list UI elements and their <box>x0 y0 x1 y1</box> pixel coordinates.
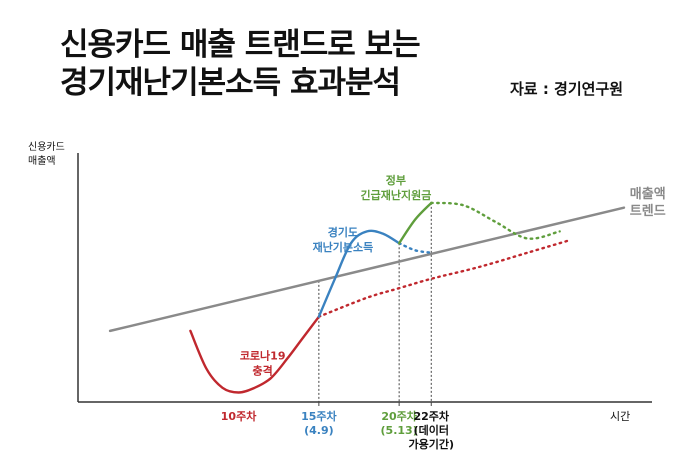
x-tick-label-2-line-2: (4.9) <box>304 424 334 437</box>
series-line-4 <box>317 229 401 318</box>
series-line-7 <box>430 201 561 240</box>
x-tick-label-4-line-1: 22주차 <box>413 409 449 423</box>
annotation-2-line-1: 경기도 <box>328 225 358 239</box>
annotation-4: 매출액 트렌드 <box>630 186 666 219</box>
title-line-1: 신용카드 매출 트랜드로 보는 <box>60 27 421 63</box>
source-label: 자료 : 경기연구원 <box>510 80 624 98</box>
x-tick-label-4: 22주차 (데이터 가용기간) <box>408 409 454 451</box>
x-tick-label-2-line-1: 15주차 <box>301 409 337 423</box>
annotation-2-line-2: 재난기본소득 <box>313 240 374 254</box>
x-tick-label-3-line-1: 20주차 <box>381 409 417 423</box>
annotation-4-line-1: 매출액 <box>630 186 666 202</box>
x-tick-label-4-line-3: 가용기간) <box>408 437 454 451</box>
series-line-5 <box>397 242 433 254</box>
x-axis-label: 시간 <box>610 410 630 423</box>
x-tick-label-3-line-2: (5.13) <box>381 424 418 437</box>
x-tick-label-1-line-1: 10주차 <box>221 409 257 423</box>
series-line-2 <box>189 315 321 394</box>
series-line-1 <box>108 206 626 333</box>
annotation-3-line-1: 정부 <box>386 173 406 187</box>
series-line-6 <box>397 201 433 245</box>
page-title: 신용카드 매출 트랜드로 보는 경기재난기본소득 효과분석 <box>60 26 421 102</box>
x-tick-label-4-line-2: (데이터 <box>414 423 449 437</box>
title-line-2: 경기재난기본소득 효과분석 <box>60 65 401 101</box>
y-axis-label-line-1: 신용카드 <box>28 141 65 153</box>
x-tick-label-1: 10주차 <box>221 409 257 423</box>
y-axis-label-line-2: 매출액 <box>28 155 56 167</box>
annotation-1-line-2: 충격 <box>253 363 273 377</box>
series-line-3 <box>317 239 569 318</box>
annotation-4-line-2: 트렌드 <box>630 203 666 219</box>
x-tick-label-3: 20주차 (5.13) <box>381 409 418 437</box>
annotation-3-line-2: 긴급재난지원금 <box>361 188 432 202</box>
annotation-3: 정부 긴급재난지원금 <box>361 173 432 202</box>
annotation-2: 경기도 재난기본소득 <box>313 225 374 254</box>
annotation-1: 코로나19 충격 <box>240 348 286 377</box>
x-tick-label-2: 15주차 (4.9) <box>301 409 337 437</box>
annotation-1-line-1: 코로나19 <box>240 348 286 362</box>
